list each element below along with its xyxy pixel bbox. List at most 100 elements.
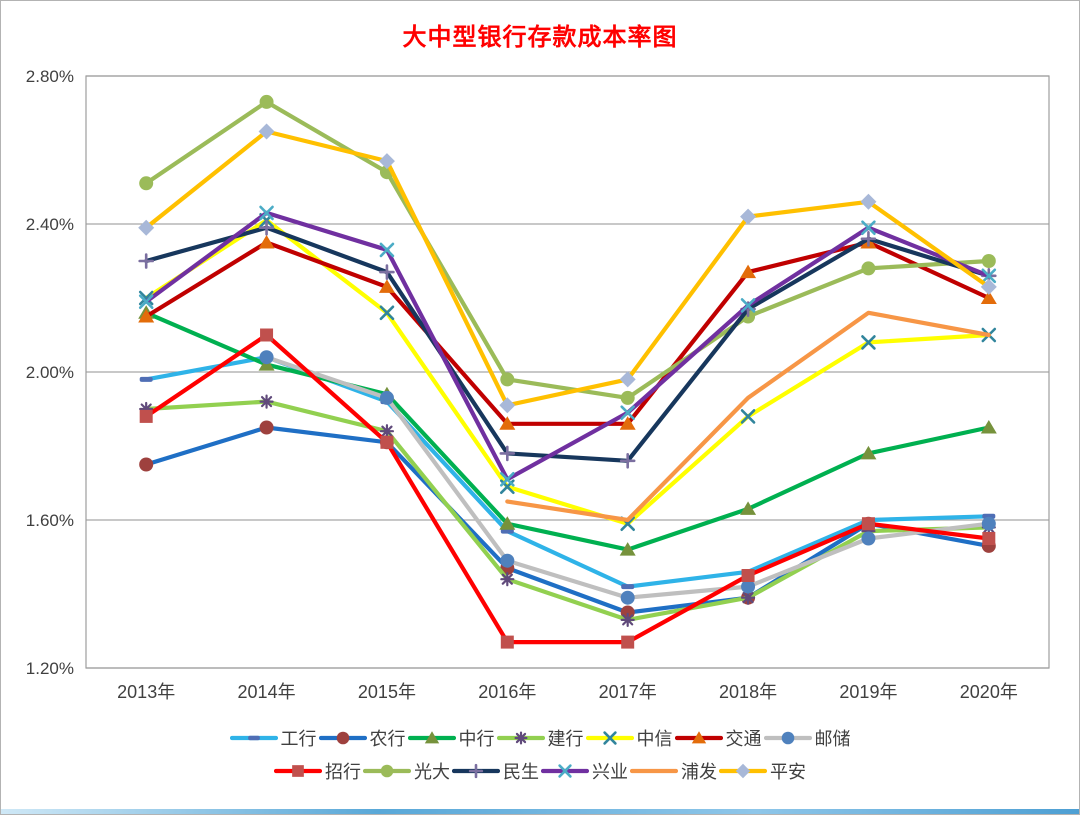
circle-marker bbox=[741, 579, 756, 594]
series-line-平安 bbox=[144, 129, 991, 408]
chart-title: 大中型银行存款成本率图 bbox=[402, 24, 678, 51]
square-marker bbox=[292, 765, 304, 777]
series-招行 bbox=[139, 328, 996, 649]
triangle-marker bbox=[499, 416, 516, 430]
legend-item-兴业: 兴业 bbox=[541, 758, 628, 784]
x-tick-label: 2014年 bbox=[238, 682, 296, 702]
legend-label: 邮储 bbox=[814, 729, 851, 749]
legend-label: 中信 bbox=[636, 729, 673, 749]
diamond-marker bbox=[258, 123, 275, 140]
legend-sample-招行 bbox=[274, 765, 322, 777]
circle-marker bbox=[259, 94, 274, 109]
circle-marker bbox=[781, 731, 794, 745]
asterisk-marker bbox=[500, 572, 515, 587]
diamond-marker bbox=[980, 278, 997, 295]
triangle-marker bbox=[980, 290, 997, 304]
triangle-marker bbox=[619, 542, 636, 556]
asterisk-marker bbox=[139, 401, 154, 417]
square-marker bbox=[982, 532, 996, 545]
legend-item-招行: 招行 bbox=[274, 758, 361, 784]
square-marker bbox=[380, 435, 394, 449]
y-tick-label: 1.20% bbox=[26, 659, 74, 678]
diamond-marker bbox=[860, 193, 877, 210]
legend-sample-农行 bbox=[318, 731, 367, 745]
legend-label: 浦发 bbox=[681, 762, 717, 782]
x-tick-label: 2015年 bbox=[358, 682, 416, 702]
legend-label: 光大 bbox=[414, 762, 450, 782]
plot-border bbox=[85, 75, 1050, 669]
square-marker bbox=[500, 635, 514, 649]
legend-label: 民生 bbox=[503, 762, 539, 782]
circle-marker bbox=[981, 254, 996, 268]
series-line-中行 bbox=[144, 310, 991, 552]
legend-sample-民生 bbox=[452, 763, 500, 779]
plus-marker bbox=[619, 453, 636, 469]
asterisk-marker bbox=[740, 590, 756, 605]
legend-item-民生: 民生 bbox=[452, 758, 539, 784]
asterisk-marker bbox=[379, 424, 395, 439]
series-交通 bbox=[138, 235, 997, 430]
x-marker bbox=[138, 294, 154, 309]
series-line-浦发 bbox=[505, 310, 991, 523]
triangle-marker bbox=[740, 501, 757, 515]
legend-row: 工行 农行 中行 建行 中信 交通 邮储 bbox=[229, 725, 851, 751]
legend-sample-中信 bbox=[585, 731, 634, 745]
chart-legend: 工行 农行 中行 建行 中信 交通 邮储 招行 光大 民生 兴业 浦发 平安 bbox=[1, 725, 1079, 784]
legend-sample-建行 bbox=[496, 731, 545, 745]
y-tick-label: 2.40% bbox=[26, 215, 74, 234]
circle-marker bbox=[620, 390, 635, 405]
legend-label: 平安 bbox=[770, 762, 806, 782]
legend-label: 中行 bbox=[458, 729, 495, 749]
diamond-marker bbox=[499, 397, 516, 414]
plus-marker bbox=[860, 231, 877, 247]
legend-sample-浦发 bbox=[630, 768, 678, 774]
circle-marker bbox=[500, 553, 515, 568]
x-marker bbox=[861, 220, 876, 235]
circle-marker bbox=[336, 731, 349, 745]
legend-sample-交通 bbox=[674, 731, 723, 744]
series-line-招行 bbox=[144, 332, 991, 645]
circle-marker bbox=[139, 457, 154, 472]
x-tick-label: 2016年 bbox=[478, 682, 536, 702]
series-平安 bbox=[138, 123, 997, 414]
dash-marker bbox=[621, 584, 635, 590]
square-marker bbox=[260, 328, 274, 342]
x-marker bbox=[740, 409, 756, 424]
circle-marker bbox=[259, 420, 274, 435]
circle-marker bbox=[259, 350, 274, 365]
diamond-marker bbox=[138, 219, 155, 236]
plus-marker bbox=[499, 445, 516, 462]
circle-marker bbox=[861, 261, 876, 276]
y-tick-label: 2.80% bbox=[26, 67, 74, 86]
triangle-marker bbox=[258, 235, 275, 249]
plus-marker bbox=[258, 219, 275, 236]
triangle-marker bbox=[740, 264, 757, 279]
legend-label: 建行 bbox=[547, 729, 584, 749]
legend-label: 兴业 bbox=[592, 762, 628, 782]
triangle-marker bbox=[860, 445, 877, 460]
legend-item-平安: 平安 bbox=[719, 758, 806, 784]
legend-item-中行: 中行 bbox=[407, 725, 495, 751]
legend-item-农行: 农行 bbox=[318, 725, 406, 751]
diamond-marker bbox=[735, 763, 751, 779]
asterisk-marker bbox=[514, 731, 527, 745]
x-tick-label: 2020年 bbox=[960, 682, 1018, 702]
square-marker bbox=[741, 569, 755, 582]
x-marker bbox=[379, 242, 395, 258]
circle-marker bbox=[139, 176, 154, 191]
legend-item-建行: 建行 bbox=[496, 725, 584, 751]
x-marker bbox=[740, 298, 756, 313]
x-marker bbox=[259, 205, 274, 221]
legend-sample-光大 bbox=[363, 764, 411, 778]
series-邮储 bbox=[259, 350, 996, 605]
legend-sample-工行 bbox=[229, 735, 278, 741]
line-chart-plot: 2.80% 2.40% 2.00% 1.60% 1.20% 2013年 2014年 2015年… bbox=[26, 67, 1050, 702]
y-tick-label: 2.00% bbox=[26, 363, 74, 382]
legend-label: 招行 bbox=[325, 762, 361, 782]
circle-marker bbox=[500, 372, 515, 387]
legend-item-邮储: 邮储 bbox=[763, 725, 851, 751]
legend-item-中信: 中信 bbox=[585, 725, 673, 751]
square-marker bbox=[621, 635, 635, 649]
legend-sample-邮储 bbox=[763, 731, 812, 745]
